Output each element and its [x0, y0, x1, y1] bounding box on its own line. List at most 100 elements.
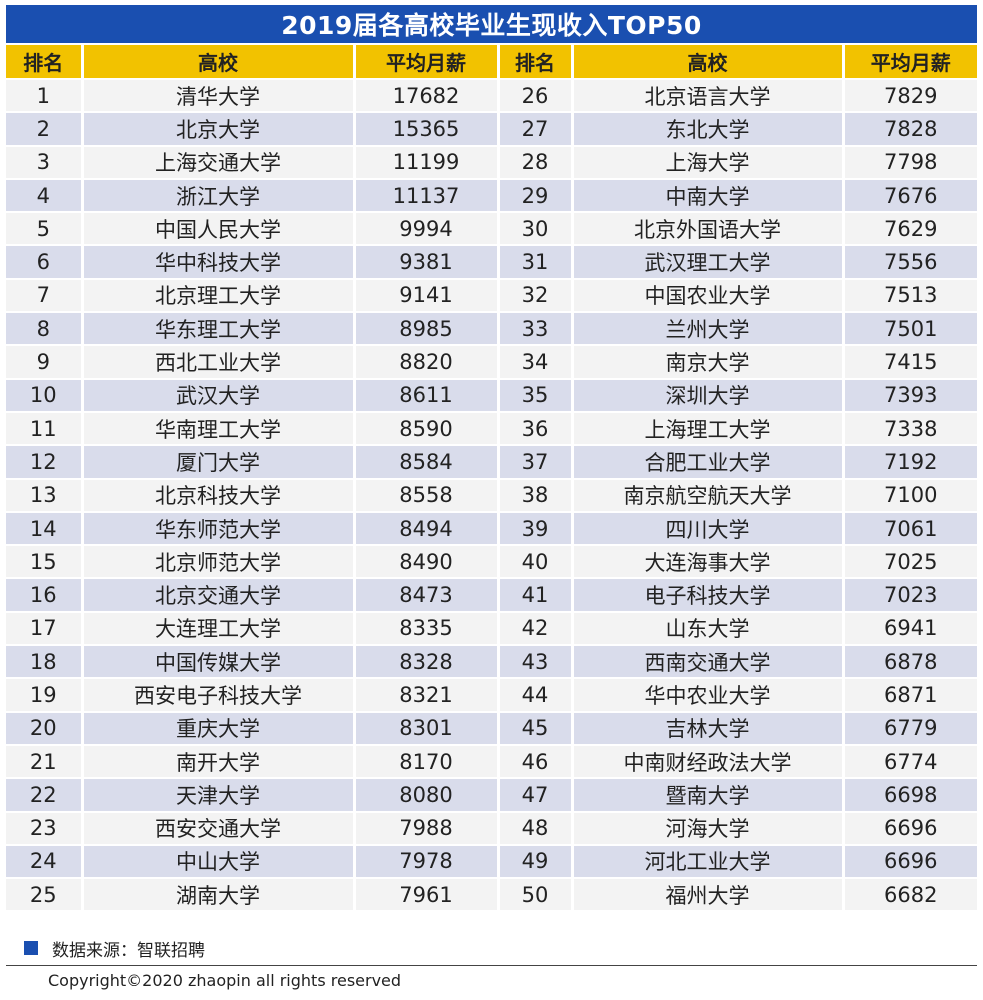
- right-salary-cell: 7100: [843, 477, 977, 512]
- right-school-cell: 上海大学: [572, 144, 845, 179]
- left-rank-cell: 17: [6, 610, 84, 646]
- left-school-cell: 华东师范大学: [82, 510, 356, 546]
- left-salary-cell: 8301: [354, 710, 500, 745]
- left-salary-cell: 8494: [354, 510, 500, 546]
- right-rank-cell: 32: [498, 277, 574, 313]
- left-salary-cell: 9994: [354, 211, 500, 246]
- right-rank-cell: 38: [498, 477, 574, 512]
- left-salary-cell: 9381: [354, 244, 500, 279]
- left-salary-cell: 8328: [354, 644, 500, 679]
- right-school-cell: 中南财经政法大学: [572, 743, 845, 779]
- left-rank-cell: 23: [6, 810, 84, 845]
- left-salary-cell: 8473: [354, 577, 500, 612]
- right-rank-cell: 49: [498, 843, 574, 879]
- left-school-cell: 西安电子科技大学: [82, 677, 356, 712]
- right-salary-cell: 7629: [843, 211, 977, 246]
- right-school-cell: 南京大学: [572, 344, 845, 379]
- left-rank-cell: 20: [6, 710, 84, 745]
- table-body: 1 清华大学 17682 26 北京语言大学 7829 2 北京大学 15365 27 东北大学 78…: [6, 77, 977, 911]
- right-salary-cell: 7556: [843, 244, 977, 279]
- table-row: 11 华南理工大学 8590 36 上海理工大学 7338: [6, 410, 977, 446]
- left-school-cell: 西北工业大学: [82, 344, 356, 379]
- right-rank-cell: 40: [498, 544, 574, 579]
- right-rank-cell: 39: [498, 510, 574, 546]
- right-rank-cell: 26: [498, 77, 574, 113]
- left-school-cell: 上海交通大学: [82, 144, 356, 179]
- left-salary-cell: 7961: [354, 877, 500, 911]
- right-rank-cell: 41: [498, 577, 574, 612]
- right-rank-cell: 47: [498, 777, 574, 812]
- right-salary-cell: 7415: [843, 344, 977, 379]
- left-school-cell: 浙江大学: [82, 177, 356, 213]
- left-school-cell: 西安交通大学: [82, 810, 356, 845]
- left-rank-cell: 13: [6, 477, 84, 512]
- left-school-cell: 华南理工大学: [82, 410, 356, 446]
- left-salary-cell: 11199: [354, 144, 500, 179]
- left-rank-cell: 9: [6, 344, 84, 379]
- left-salary-cell: 8335: [354, 610, 500, 646]
- left-salary-cell: 8321: [354, 677, 500, 712]
- table-row: 2 北京大学 15365 27 东北大学 7828: [6, 111, 977, 146]
- left-school-cell: 北京大学: [82, 111, 356, 146]
- left-salary-cell: 8170: [354, 743, 500, 779]
- left-school-cell: 中国传媒大学: [82, 644, 356, 679]
- table-row: 18 中国传媒大学 8328 43 西南交通大学 6878: [6, 644, 977, 679]
- right-school-cell: 山东大学: [572, 610, 845, 646]
- table-row: 21 南开大学 8170 46 中南财经政法大学 6774: [6, 743, 977, 779]
- right-school-cell: 兰州大学: [572, 311, 845, 346]
- left-rank-cell: 11: [6, 410, 84, 446]
- left-rank-cell: 6: [6, 244, 84, 279]
- right-salary-cell: 6682: [843, 877, 977, 911]
- right-rank-cell: 35: [498, 377, 574, 412]
- right-rank-cell: 42: [498, 610, 574, 646]
- right-salary-cell: 7025: [843, 544, 977, 579]
- left-rank-cell: 10: [6, 377, 84, 412]
- right-school-cell: 华中农业大学: [572, 677, 845, 712]
- right-school-cell: 北京外国语大学: [572, 211, 845, 246]
- table-row: 10 武汉大学 8611 35 深圳大学 7393: [6, 377, 977, 412]
- table-row: 23 西安交通大学 7988 48 河海大学 6696: [6, 810, 977, 845]
- table-row: 3 上海交通大学 11199 28 上海大学 7798: [6, 144, 977, 179]
- left-school-cell: 北京科技大学: [82, 477, 356, 512]
- left-rank-cell: 4: [6, 177, 84, 213]
- left-salary-cell: 9141: [354, 277, 500, 313]
- right-salary-cell: 7828: [843, 111, 977, 146]
- left-rank-cell: 18: [6, 644, 84, 679]
- right-rank-cell: 45: [498, 710, 574, 745]
- right-salary-cell: 7338: [843, 410, 977, 446]
- left-school-cell: 北京理工大学: [82, 277, 356, 313]
- left-school-cell: 华东理工大学: [82, 311, 356, 346]
- left-salary-cell: 7988: [354, 810, 500, 845]
- table-title: 2019届各高校毕业生现收入TOP50: [6, 5, 977, 43]
- left-rank-cell: 3: [6, 144, 84, 179]
- table-row: 17 大连理工大学 8335 42 山东大学 6941: [6, 610, 977, 646]
- header-school-left: 高校: [82, 45, 356, 79]
- table-row: 7 北京理工大学 9141 32 中国农业大学 7513: [6, 277, 977, 313]
- table-row: 13 北京科技大学 8558 38 南京航空航天大学 7100: [6, 477, 977, 512]
- right-school-cell: 武汉理工大学: [572, 244, 845, 279]
- table-row: 14 华东师范大学 8494 39 四川大学 7061: [6, 510, 977, 546]
- left-rank-cell: 12: [6, 444, 84, 479]
- right-salary-cell: 6698: [843, 777, 977, 812]
- left-school-cell: 北京交通大学: [82, 577, 356, 612]
- left-school-cell: 大连理工大学: [82, 610, 356, 646]
- right-school-cell: 西南交通大学: [572, 644, 845, 679]
- left-salary-cell: 15365: [354, 111, 500, 146]
- left-school-cell: 清华大学: [82, 77, 356, 113]
- left-salary-cell: 8611: [354, 377, 500, 412]
- right-salary-cell: 6941: [843, 610, 977, 646]
- right-salary-cell: 6696: [843, 843, 977, 879]
- right-school-cell: 东北大学: [572, 111, 845, 146]
- table-row: 25 湖南大学 7961 50 福州大学 6682: [6, 877, 977, 911]
- left-rank-cell: 14: [6, 510, 84, 546]
- left-rank-cell: 25: [6, 877, 84, 911]
- left-salary-cell: 8490: [354, 544, 500, 579]
- data-source-text: 数据来源：智联招聘: [52, 940, 205, 961]
- left-salary-cell: 7978: [354, 843, 500, 879]
- left-rank-cell: 8: [6, 311, 84, 346]
- right-salary-cell: 7513: [843, 277, 977, 313]
- right-salary-cell: 7393: [843, 377, 977, 412]
- left-rank-cell: 15: [6, 544, 84, 579]
- left-salary-cell: 8820: [354, 344, 500, 379]
- copyright-notice: Copyright©2020 zhaopin all rights reserv…: [48, 971, 402, 990]
